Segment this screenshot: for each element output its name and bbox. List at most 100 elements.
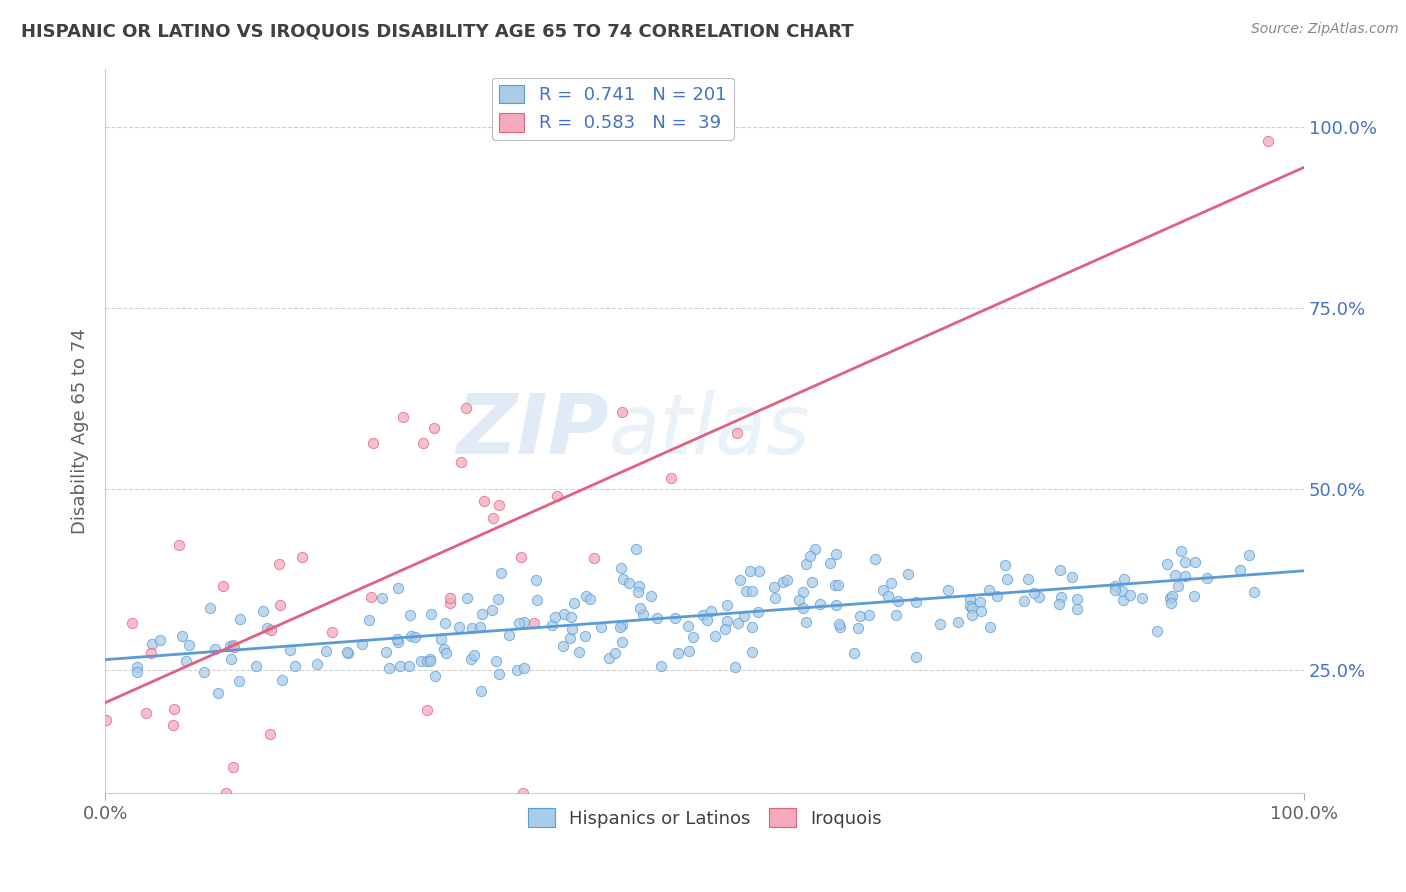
Point	[463, 648, 485, 662]
Point	[540, 618, 562, 632]
Point	[574, 590, 596, 604]
Point	[560, 610, 582, 624]
Point	[419, 654, 441, 668]
Point	[1160, 595, 1182, 609]
Text: Source: ZipAtlas.com: Source: ZipAtlas.com	[1251, 22, 1399, 37]
Point	[645, 611, 668, 625]
Point	[1066, 602, 1088, 616]
Point	[461, 621, 484, 635]
Point	[215, 786, 238, 800]
Point	[1050, 591, 1073, 605]
Point	[141, 637, 163, 651]
Point	[219, 652, 242, 666]
Point	[928, 616, 950, 631]
Point	[979, 620, 1001, 634]
Point	[818, 557, 841, 571]
Point	[1146, 624, 1168, 638]
Point	[794, 615, 817, 629]
Point	[222, 640, 245, 654]
Point	[423, 669, 446, 683]
Point	[1237, 549, 1260, 563]
Point	[482, 510, 505, 524]
Point	[640, 589, 662, 603]
Point	[659, 471, 682, 485]
Point	[506, 663, 529, 677]
Point	[94, 714, 117, 728]
Point	[472, 494, 495, 508]
Point	[905, 649, 928, 664]
Point	[617, 576, 640, 591]
Point	[609, 620, 631, 634]
Point	[419, 607, 441, 621]
Point	[740, 564, 762, 578]
Point	[849, 609, 872, 624]
Point	[434, 647, 457, 661]
Point	[884, 607, 907, 622]
Point	[371, 591, 394, 605]
Point	[229, 612, 252, 626]
Point	[219, 640, 242, 654]
Point	[828, 617, 851, 632]
Point	[747, 605, 769, 619]
Point	[419, 651, 441, 665]
Point	[284, 658, 307, 673]
Point	[574, 629, 596, 643]
Point	[404, 630, 426, 644]
Point	[1156, 557, 1178, 571]
Point	[803, 542, 825, 557]
Point	[412, 436, 434, 450]
Point	[449, 620, 471, 634]
Point	[704, 629, 727, 643]
Point	[387, 634, 409, 648]
Point	[610, 634, 633, 648]
Point	[666, 646, 689, 660]
Point	[546, 489, 568, 503]
Point	[1112, 572, 1135, 586]
Point	[1229, 563, 1251, 577]
Point	[1161, 589, 1184, 603]
Point	[801, 575, 824, 590]
Point	[245, 659, 267, 673]
Point	[970, 605, 993, 619]
Point	[897, 566, 920, 581]
Point	[127, 665, 149, 679]
Point	[887, 594, 910, 608]
Point	[513, 615, 536, 629]
Point	[488, 666, 510, 681]
Point	[271, 673, 294, 687]
Point	[700, 604, 723, 618]
Point	[439, 596, 461, 610]
Point	[222, 638, 245, 652]
Point	[508, 615, 530, 630]
Point	[986, 589, 1008, 603]
Point	[824, 547, 846, 561]
Point	[456, 401, 478, 415]
Point	[792, 600, 814, 615]
Point	[714, 622, 737, 636]
Point	[876, 589, 898, 603]
Point	[398, 608, 420, 623]
Point	[846, 621, 869, 635]
Point	[149, 633, 172, 648]
Point	[360, 590, 382, 604]
Point	[664, 610, 686, 624]
Point	[828, 620, 851, 634]
Point	[1024, 586, 1046, 600]
Point	[456, 591, 478, 606]
Point	[1130, 591, 1153, 606]
Point	[385, 632, 408, 646]
Point	[1184, 555, 1206, 569]
Point	[378, 660, 401, 674]
Point	[409, 654, 432, 668]
Point	[1119, 588, 1142, 602]
Point	[415, 703, 437, 717]
Point	[204, 641, 226, 656]
Point	[741, 645, 763, 659]
Point	[172, 629, 194, 643]
Point	[391, 410, 413, 425]
Point	[211, 579, 233, 593]
Point	[948, 615, 970, 630]
Point	[315, 644, 337, 658]
Point	[259, 726, 281, 740]
Point	[481, 603, 503, 617]
